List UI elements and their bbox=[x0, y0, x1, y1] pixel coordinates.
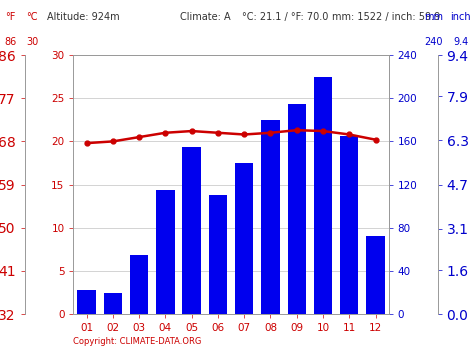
Text: Climate: A: Climate: A bbox=[180, 12, 231, 22]
Text: Copyright: CLIMATE-DATA.ORG: Copyright: CLIMATE-DATA.ORG bbox=[73, 337, 202, 346]
Text: mm: mm bbox=[424, 12, 443, 22]
Bar bbox=[130, 255, 148, 314]
Bar bbox=[209, 195, 227, 314]
Text: °C: °C bbox=[26, 12, 37, 22]
Text: 9.4: 9.4 bbox=[454, 37, 469, 47]
Text: 240: 240 bbox=[424, 37, 443, 47]
Text: 86: 86 bbox=[5, 37, 17, 47]
Bar bbox=[104, 293, 122, 314]
Text: mm: 1522 / inch: 59.9: mm: 1522 / inch: 59.9 bbox=[332, 12, 440, 22]
Text: °C: 21.1 / °F: 70.0: °C: 21.1 / °F: 70.0 bbox=[242, 12, 328, 22]
Text: inch: inch bbox=[450, 12, 471, 22]
Bar bbox=[340, 136, 358, 314]
Bar bbox=[261, 120, 280, 314]
Text: °F: °F bbox=[5, 12, 15, 22]
Bar bbox=[288, 104, 306, 314]
Bar bbox=[156, 190, 174, 314]
Text: Altitude: 924m: Altitude: 924m bbox=[47, 12, 120, 22]
Bar bbox=[77, 290, 96, 314]
Text: 30: 30 bbox=[26, 37, 38, 47]
Bar bbox=[182, 147, 201, 314]
Bar bbox=[366, 236, 385, 314]
Bar bbox=[235, 163, 254, 314]
Bar bbox=[314, 77, 332, 314]
